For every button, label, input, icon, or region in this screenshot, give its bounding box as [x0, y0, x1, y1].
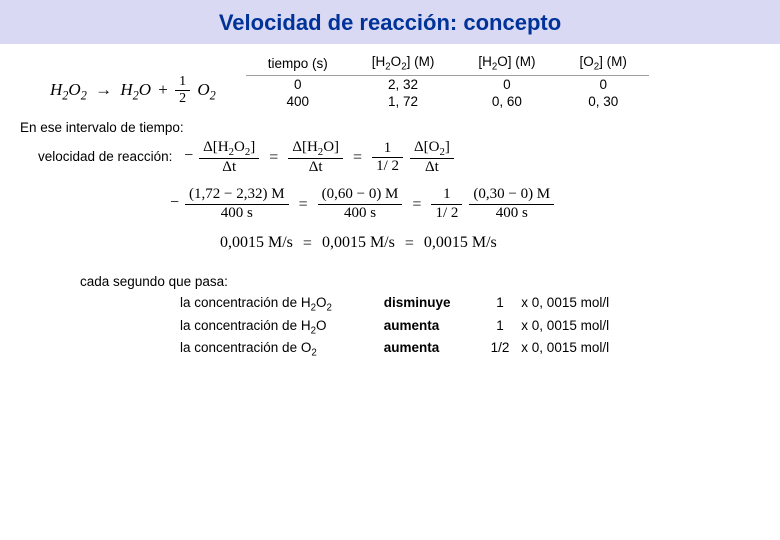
- each-second-label: cada segundo que pasa:: [20, 274, 760, 289]
- th-h2o2: [H2O2] (M): [350, 52, 457, 75]
- reaction-equation: H2O2 → H2O + 1 2 O2: [20, 52, 216, 107]
- summary-line: la concentración de H2O2 disminuye 1 x 0…: [180, 295, 760, 314]
- result2: 0,0015 M/s: [322, 234, 395, 251]
- eqn-arrow: →: [91, 80, 116, 99]
- line-amt: x 0, 0015 mol/l: [521, 340, 609, 355]
- title-bar: Velocidad de reacción: concepto: [0, 0, 780, 44]
- frac-o2: Δ[O2] Δt: [410, 139, 454, 177]
- frac-coef: 1 1/ 2: [372, 140, 403, 176]
- summary-line: la concentración de O2 aumenta 1/2 x 0, …: [180, 340, 760, 359]
- frac-h2o2: Δ[H2O2] Δt: [199, 139, 259, 177]
- eqn-half: 1 2: [175, 74, 190, 107]
- calc1: (1,72 − 2,32) M 400 s: [185, 186, 289, 222]
- rate-result-row: 0,0015 M/s = 0,0015 M/s = 0,0015 M/s: [20, 234, 760, 252]
- data-table: tiempo (s) [H2O2] (M) [H2O] (M) [O2] (M)…: [246, 52, 649, 110]
- rate-definitions: − Δ[H2O2] Δt = Δ[H2O] Δt = 1 1/ 2 Δ[O2] …: [176, 148, 454, 165]
- page-title: Velocidad de reacción: concepto: [219, 10, 561, 35]
- rate-numeric-row: − (1,72 − 2,32) M 400 s = (0,60 − 0) M 4…: [20, 186, 760, 222]
- eqn-rhs2: O2: [194, 80, 215, 99]
- eqn-lhs: H2O2: [50, 80, 87, 99]
- th-o2: [O2] (M): [558, 52, 649, 75]
- line-coef: 1/2: [483, 340, 518, 355]
- calc-coef: 1 1/ 2: [431, 186, 462, 222]
- interval-label: En ese intervalo de tiempo:: [20, 120, 760, 135]
- table-row: 400 1, 72 0, 60 0, 30: [246, 93, 649, 110]
- summary-lines: la concentración de H2O2 disminuye 1 x 0…: [20, 295, 760, 359]
- table-row: 0 2, 32 0 0: [246, 75, 649, 93]
- result3: 0,0015 M/s: [424, 234, 497, 251]
- line-verb: aumenta: [384, 340, 479, 355]
- top-row: H2O2 → H2O + 1 2 O2 tiempo (s) [H2O2] (M…: [20, 52, 760, 110]
- line-coef: 1: [483, 318, 518, 333]
- content: H2O2 → H2O + 1 2 O2 tiempo (s) [H2O2] (M…: [0, 44, 780, 359]
- th-time: tiempo (s): [246, 52, 350, 75]
- line-verb: aumenta: [384, 318, 479, 333]
- line-amt: x 0, 0015 mol/l: [521, 295, 609, 310]
- eqn-rhs1: H2O: [120, 80, 151, 99]
- line-pre: la concentración de H2O: [180, 318, 380, 337]
- calc2: (0,60 − 0) M 400 s: [318, 186, 403, 222]
- velocity-label: velocidad de reacción:: [20, 139, 172, 164]
- line-pre: la concentración de H2O2: [180, 295, 380, 314]
- frac-h2o: Δ[H2O] Δt: [288, 139, 343, 177]
- line-amt: x 0, 0015 mol/l: [521, 318, 609, 333]
- rate-definition-row: velocidad de reacción: − Δ[H2O2] Δt = Δ[…: [20, 139, 760, 177]
- line-coef: 1: [483, 295, 518, 310]
- eqn-plus: +: [155, 80, 171, 99]
- th-h2o: [H2O] (M): [456, 52, 557, 75]
- line-verb: disminuye: [384, 295, 479, 310]
- result1: 0,0015 M/s: [220, 234, 293, 251]
- line-pre: la concentración de O2: [180, 340, 380, 359]
- summary-line: la concentración de H2O aumenta 1 x 0, 0…: [180, 318, 760, 337]
- calc3: (0,30 − 0) M 400 s: [469, 186, 554, 222]
- table-header-row: tiempo (s) [H2O2] (M) [H2O] (M) [O2] (M): [246, 52, 649, 75]
